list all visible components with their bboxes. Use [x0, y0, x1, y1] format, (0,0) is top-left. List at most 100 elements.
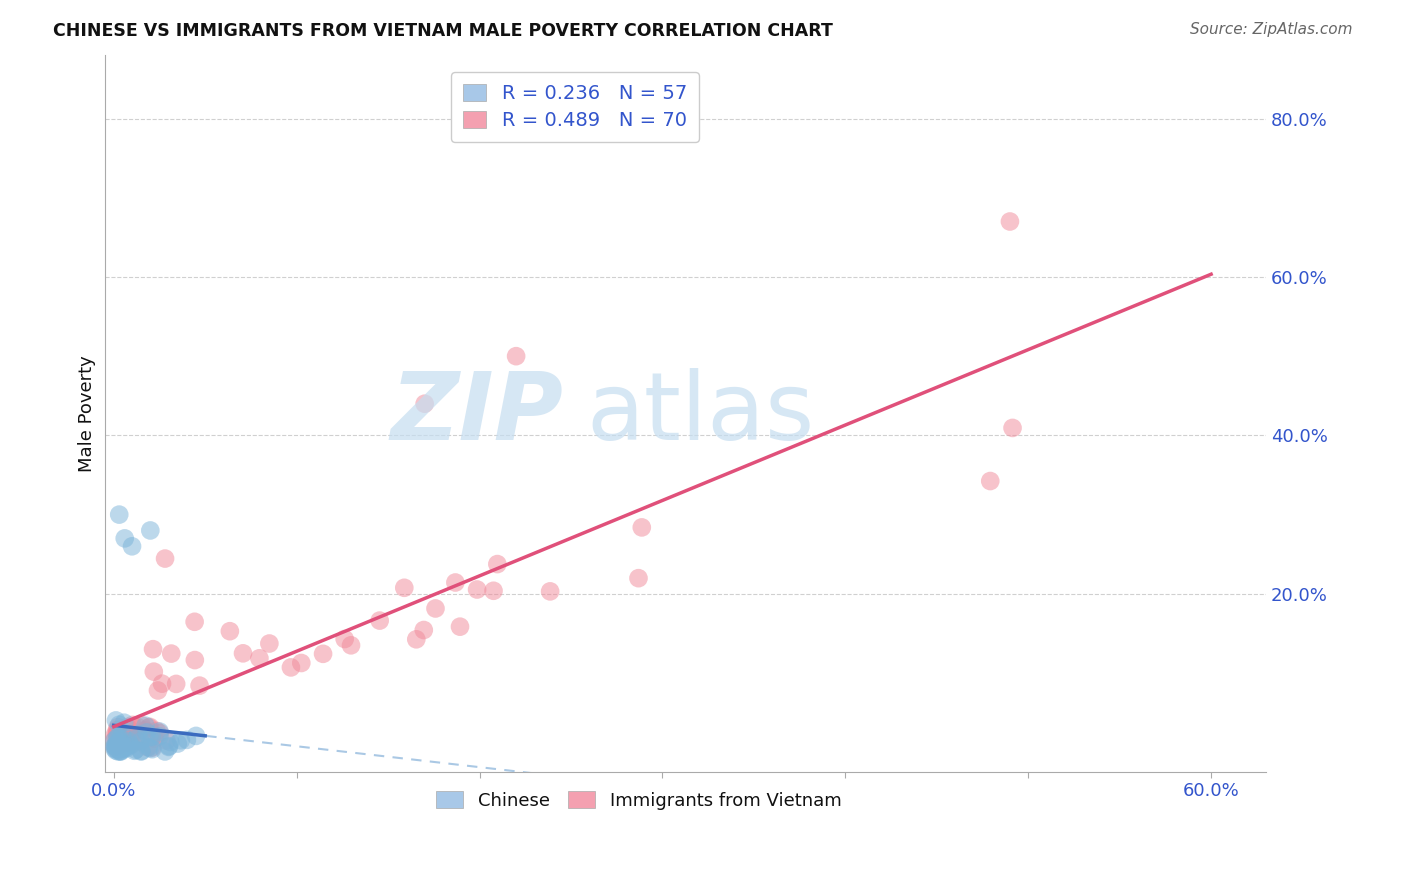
- Point: [115, 735, 138, 749]
- Point: [150, 676, 173, 690]
- Point: [104, 739, 127, 753]
- Point: [108, 731, 131, 745]
- Point: [538, 584, 561, 599]
- Point: [486, 557, 509, 571]
- Point: [142, 642, 165, 657]
- Point: [107, 744, 129, 758]
- Point: [136, 740, 159, 755]
- Point: [120, 738, 142, 752]
- Point: [394, 581, 416, 595]
- Point: [104, 743, 127, 757]
- Point: [183, 615, 205, 629]
- Point: [139, 720, 162, 734]
- Point: [127, 734, 149, 748]
- Point: [134, 719, 156, 733]
- Point: [218, 624, 240, 639]
- Point: [157, 739, 180, 754]
- Point: [165, 677, 187, 691]
- Point: [449, 620, 471, 634]
- Point: [127, 720, 149, 734]
- Point: [105, 737, 128, 751]
- Point: [148, 729, 170, 743]
- Point: [184, 653, 207, 667]
- Point: [153, 744, 176, 758]
- Point: [124, 744, 146, 758]
- Text: ZIP: ZIP: [391, 368, 564, 459]
- Point: [121, 718, 143, 732]
- Point: [159, 735, 181, 749]
- Point: [127, 727, 149, 741]
- Point: [105, 731, 128, 745]
- Point: [107, 738, 129, 752]
- Point: [138, 740, 160, 755]
- Point: [627, 571, 650, 585]
- Point: [444, 575, 467, 590]
- Point: [104, 739, 127, 754]
- Point: [117, 720, 139, 734]
- Point: [108, 717, 131, 731]
- Point: [115, 739, 138, 754]
- Point: [110, 733, 132, 747]
- Point: [139, 741, 162, 756]
- Point: [141, 742, 163, 756]
- Point: [188, 679, 211, 693]
- Point: [143, 731, 166, 746]
- Point: [160, 647, 183, 661]
- Point: [125, 732, 148, 747]
- Point: [148, 724, 170, 739]
- Point: [104, 733, 127, 747]
- Point: [111, 728, 134, 742]
- Point: [425, 601, 447, 615]
- Point: [108, 744, 131, 758]
- Point: [312, 647, 335, 661]
- Point: [107, 739, 129, 754]
- Point: [135, 725, 157, 739]
- Point: [340, 638, 363, 652]
- Point: [153, 551, 176, 566]
- Point: [465, 582, 488, 597]
- Point: [112, 715, 135, 730]
- Point: [108, 740, 131, 755]
- Point: [138, 721, 160, 735]
- Point: [114, 532, 136, 546]
- Point: [108, 733, 131, 747]
- Point: [482, 583, 505, 598]
- Legend: Chinese, Immigrants from Vietnam: Chinese, Immigrants from Vietnam: [429, 783, 848, 817]
- Point: [104, 728, 127, 742]
- Point: [108, 728, 131, 742]
- Point: [232, 646, 254, 660]
- Point: [107, 723, 129, 737]
- Point: [107, 730, 129, 744]
- Point: [108, 742, 131, 756]
- Point: [131, 718, 153, 732]
- Point: [125, 742, 148, 756]
- Point: [115, 741, 138, 756]
- Point: [104, 732, 127, 747]
- Point: [120, 738, 142, 752]
- Point: [129, 744, 152, 758]
- Point: [979, 474, 1001, 488]
- Point: [134, 723, 156, 738]
- Point: [107, 720, 129, 734]
- Point: [121, 539, 143, 553]
- Point: [141, 730, 163, 744]
- Point: [170, 733, 193, 747]
- Point: [155, 733, 177, 747]
- Point: [176, 732, 198, 747]
- Point: [1001, 421, 1024, 435]
- Point: [105, 727, 128, 741]
- Point: [505, 349, 527, 363]
- Point: [124, 733, 146, 747]
- Point: [107, 739, 129, 754]
- Point: [146, 683, 169, 698]
- Point: [104, 714, 127, 728]
- Point: [110, 744, 132, 758]
- Point: [149, 726, 172, 740]
- Point: [107, 739, 129, 753]
- Point: [630, 520, 652, 534]
- Point: [998, 214, 1021, 228]
- Point: [117, 734, 139, 748]
- Point: [120, 732, 142, 747]
- Point: [184, 729, 207, 743]
- Point: [129, 744, 152, 758]
